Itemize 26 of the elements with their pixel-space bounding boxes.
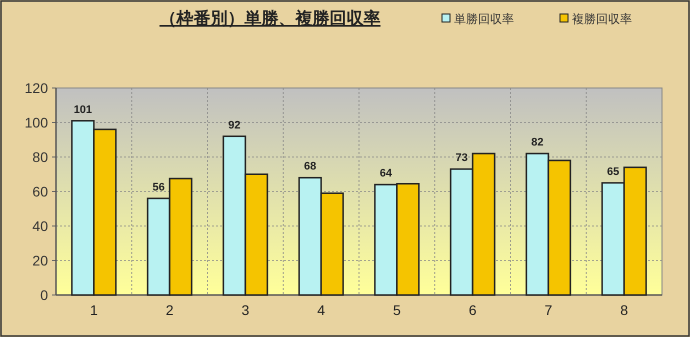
y-tick-label: 60 <box>32 184 48 200</box>
data-label: 82 <box>531 136 544 149</box>
x-tick-label: 4 <box>317 302 326 318</box>
legend-label: 複勝回収率 <box>572 12 632 26</box>
data-label: 68 <box>304 160 316 173</box>
data-label: 65 <box>607 166 620 178</box>
y-tick-label: 100 <box>24 114 48 130</box>
x-tick-label: 6 <box>468 302 477 318</box>
x-tick-label: 1 <box>90 302 98 318</box>
y-tick-label: 40 <box>32 218 48 234</box>
y-tick-label: 20 <box>32 252 48 268</box>
y-tick-label: 80 <box>32 149 48 165</box>
y-tick-label: 120 <box>24 80 48 96</box>
chart-title: （枠番別）単勝、複勝回収率 <box>160 9 380 28</box>
legend-label: 単勝回収率 <box>454 12 514 26</box>
x-tick-label: 7 <box>544 302 552 318</box>
x-tick-label: 3 <box>241 302 250 318</box>
x-tick-label: 2 <box>166 302 174 318</box>
x-tick-label: 5 <box>392 302 401 318</box>
data-label: 101 <box>74 104 92 116</box>
data-label: 73 <box>456 152 468 164</box>
data-label: 64 <box>380 168 393 180</box>
x-tick-label: 8 <box>620 302 628 318</box>
y-tick-label: 0 <box>40 287 48 303</box>
data-label: 92 <box>228 119 240 132</box>
data-label: 56 <box>152 181 165 194</box>
